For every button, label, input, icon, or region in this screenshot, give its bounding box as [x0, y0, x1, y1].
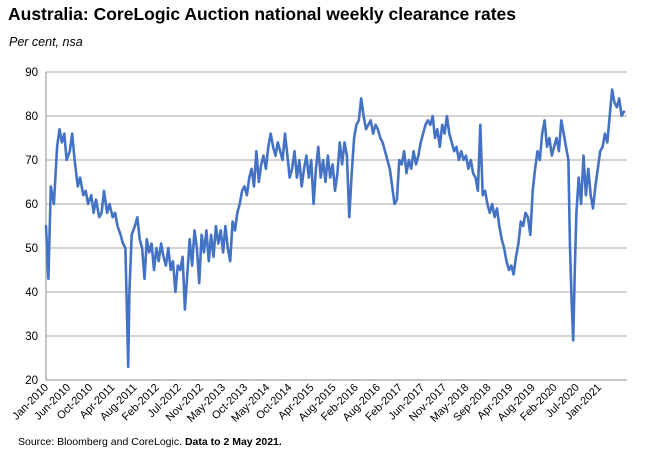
gridlines [46, 71, 627, 337]
y-tick-label: 70 [25, 155, 38, 167]
chart-subtitle: Per cent, nsa [9, 35, 83, 49]
y-tick-label: 20 [25, 375, 38, 387]
y-axis-tick-labels: 20 30 40 50 60 70 80 90 [25, 67, 38, 387]
data-note: Data to 2 May 2021. [184, 436, 282, 448]
y-tick-label: 80 [25, 111, 38, 123]
y-tick-label: 40 [25, 287, 38, 299]
y-tick-label: 90 [25, 67, 38, 79]
axes [45, 72, 627, 381]
series-layer [44, 88, 626, 369]
y-tick-label: 30 [25, 331, 38, 343]
source-text: Source: Bloomberg and CoreLogic. [18, 436, 183, 448]
clearance-rate-line [44, 88, 626, 369]
chart-title: Australia: CoreLogic Auction national we… [8, 4, 516, 24]
x-axis-tick-labels: Jan-2010Jun-2010Oct-2010Apr-2011Aug-2011… [10, 382, 604, 425]
y-tick-label: 60 [25, 199, 38, 211]
y-tick-label: 50 [25, 243, 38, 255]
source-footnote: Source: Bloomberg and CoreLogic. Data to… [18, 436, 282, 448]
